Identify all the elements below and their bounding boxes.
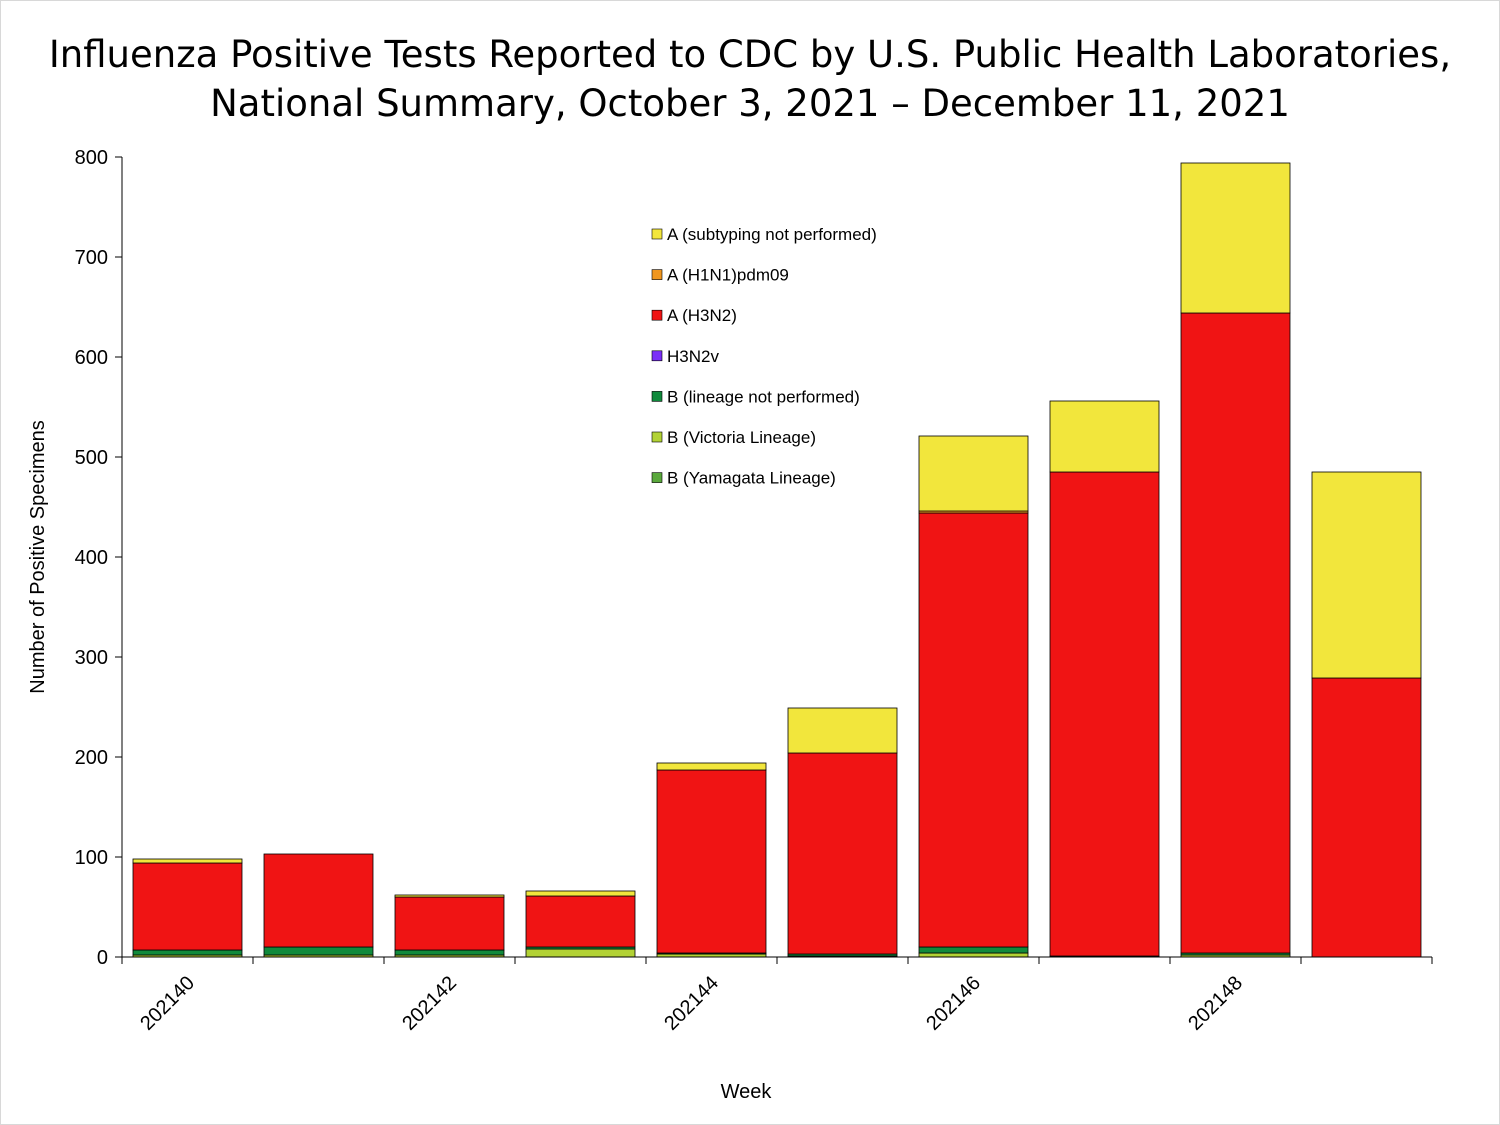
legend-label: B (Yamagata Lineage) xyxy=(667,469,836,488)
bars-group xyxy=(132,162,1422,958)
bar-segment-202140-series-2 xyxy=(132,949,243,956)
chart-title: Influenza Positive Tests Reported to CDC… xyxy=(0,30,1500,128)
bar-segment-202146-series-2 xyxy=(918,946,1029,954)
bar-segment-202146-series-1 xyxy=(918,952,1029,958)
bar-segment-202148-series-4 xyxy=(1180,312,1291,954)
bar-segment-202143-series-4 xyxy=(525,895,636,948)
bar-segment-202141-series-2 xyxy=(263,946,374,956)
y-tick-label: 400 xyxy=(75,547,108,569)
legend: A (subtyping not performed) A (H1N1)pdm09… xyxy=(651,225,877,488)
bar-segment-202142-series-2 xyxy=(394,949,505,956)
bar-segment-202145-series-4 xyxy=(787,752,898,955)
bar-segment-202147-series-4 xyxy=(1049,471,1160,957)
bar-segment-202149-series-4 xyxy=(1311,677,1422,958)
legend-swatch xyxy=(651,472,663,483)
bar-segment-202142-series-4 xyxy=(394,896,505,951)
legend-swatch xyxy=(651,391,663,402)
legend-swatch xyxy=(651,431,663,443)
bar-segment-202148-series-6 xyxy=(1180,162,1291,314)
y-tick-label: 700 xyxy=(75,247,108,269)
y-axis-label: Number of Positive Specimens xyxy=(27,420,49,693)
y-tick-label: 600 xyxy=(75,347,108,369)
chart-title-line-1: Influenza Positive Tests Reported to CDC… xyxy=(48,33,1452,76)
bar-segment-202149-series-6 xyxy=(1311,471,1422,679)
bar-segment-202140-series-6 xyxy=(132,858,243,864)
bar-segment-202146-series-4 xyxy=(918,512,1029,948)
x-tick-label: 202148 xyxy=(1184,972,1247,1035)
bar-segment-202144-series-6 xyxy=(656,762,767,771)
y-tick-label: 0 xyxy=(97,947,108,969)
legend-swatch xyxy=(651,228,663,240)
bar-segment-202143-series-6 xyxy=(525,890,636,897)
chart-title-line-2: National Summary, October 3, 2021 – Dece… xyxy=(210,82,1290,125)
bar-segment-202146-series-6 xyxy=(918,435,1029,512)
y-tick-label: 300 xyxy=(75,647,108,669)
bar-segment-202147-series-6 xyxy=(1049,400,1160,473)
y-tick-label: 500 xyxy=(75,447,108,469)
legend-label: B (lineage not performed) xyxy=(667,387,860,406)
legend-label: H3N2v xyxy=(667,347,719,366)
bar-segment-202142-series-6 xyxy=(394,894,505,898)
legend-label: A (subtyping not performed) xyxy=(667,225,877,244)
bar-segment-202141-series-4 xyxy=(263,853,374,948)
y-tick-label: 100 xyxy=(75,847,108,869)
legend-label: A (H1N1)pdm09 xyxy=(667,266,789,285)
legend-swatch xyxy=(651,269,663,280)
x-tick-label: 202140 xyxy=(136,972,199,1035)
bar-segment-202143-series-1 xyxy=(525,948,636,958)
legend-swatch xyxy=(651,350,663,362)
bar-segment-202140-series-4 xyxy=(132,862,243,951)
legend-label: B (Victoria Lineage) xyxy=(667,428,816,447)
y-tick-label: 200 xyxy=(75,747,108,769)
y-tick-label: 800 xyxy=(75,147,108,169)
bar-segment-202144-series-4 xyxy=(656,769,767,954)
bar-segment-202145-series-6 xyxy=(787,707,898,754)
legend-swatch xyxy=(651,309,663,321)
x-tick-label: 202146 xyxy=(922,972,985,1035)
legend-label: A (H3N2) xyxy=(667,306,737,325)
x-tick-label: 202142 xyxy=(398,972,461,1035)
x-tick-label: 202144 xyxy=(660,972,723,1035)
x-axis-label: Week xyxy=(721,1081,773,1103)
